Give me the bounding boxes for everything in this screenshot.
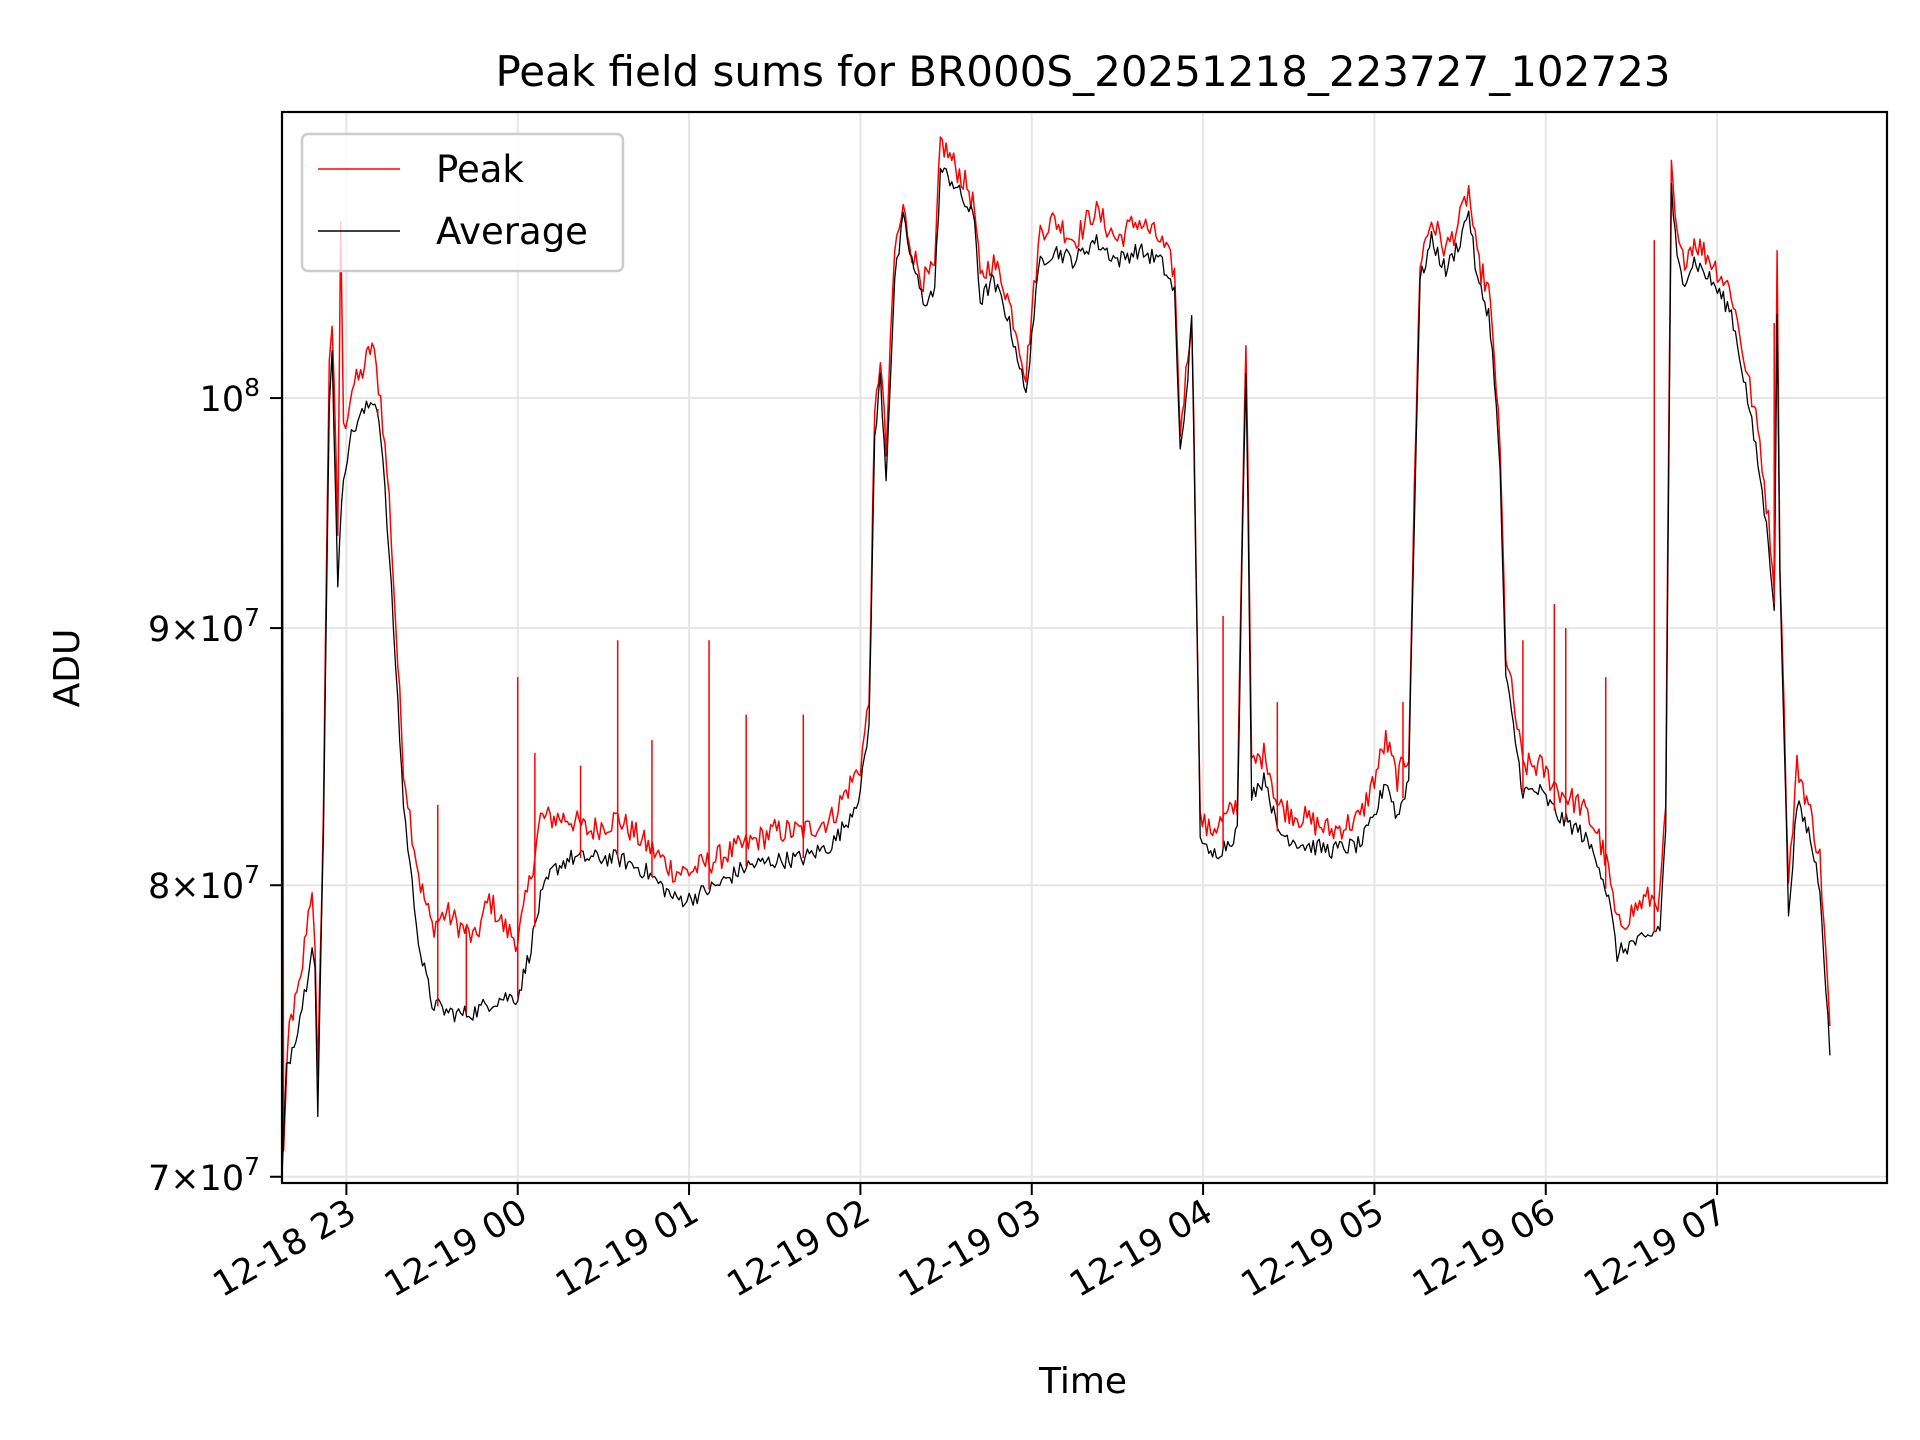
series-line-average	[282, 167, 1831, 1175]
x-axis-label: Time	[1038, 1361, 1127, 1402]
y-tick-label: 9×107	[148, 603, 260, 650]
axes	[280, 110, 1889, 1185]
plot-area	[282, 136, 1831, 1175]
series-group	[282, 136, 1831, 1175]
legend-label-average: Average	[436, 210, 588, 253]
y-tick-label: 7×107	[148, 1152, 260, 1199]
y-tick-label: 8×107	[148, 860, 260, 907]
chart-title: Peak field sums for BR000S_20251218_2237…	[495, 47, 1670, 96]
plot-frame	[280, 110, 1889, 1185]
y-tick-label: 108	[200, 373, 260, 420]
series-line-peak	[282, 136, 1831, 1152]
legend: Peak Average	[300, 132, 625, 273]
legend-label-peak: Peak	[436, 148, 524, 191]
y-axis-label: ADU	[47, 629, 88, 708]
